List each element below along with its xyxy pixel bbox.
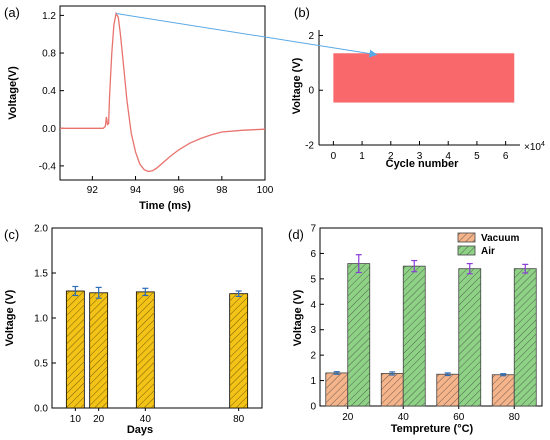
panel-b-xtick-label: 5	[474, 151, 480, 162]
panel-a-xtick-label: 92	[87, 185, 99, 196]
panel-c: (c) Days Voltage (V)	[4, 227, 263, 436]
panel-d-xtick-label: 60	[453, 412, 465, 423]
panel-a-xtick-label: 98	[216, 185, 228, 196]
panel-c-ytick-label: 2.0	[34, 224, 48, 235]
panel-b-ytick-label: 2	[308, 31, 314, 42]
panel-b-xtick-label: 4	[445, 151, 451, 162]
panel-c-ylabel: Voltage (V)	[4, 289, 16, 346]
legend-label-air: Air	[481, 246, 495, 257]
panel-c-xtick-label: 40	[140, 414, 152, 425]
panel-d-label: (d)	[288, 227, 304, 242]
legend-swatch-vacuum-hatch	[458, 233, 475, 242]
panel-c-xlabel: Days	[127, 424, 153, 436]
panel-c-bar-hatch	[136, 291, 155, 408]
panel-d-ytick-label: 1	[310, 376, 316, 387]
panel-d-ytick-label: 3	[310, 325, 316, 336]
panel-b-label: (b)	[294, 5, 310, 20]
panel-d: (d) Tempreture (°C) Voltage (V)	[288, 227, 543, 435]
panel-c-bar-hatch	[229, 293, 248, 408]
panel-d-legend: Vacuum Air	[457, 232, 519, 257]
panel-a-ytick-label: 1.2	[42, 11, 56, 22]
panel-c-label: (c)	[4, 227, 19, 242]
panel-c-ytick-label: 1.5	[34, 269, 48, 280]
panel-d-ylabel: Voltage (V)	[292, 289, 304, 346]
panel-b-ytick-label: -2	[305, 141, 314, 152]
panel-d-bar-vacuum-hatch	[492, 374, 515, 406]
panel-a-series-line	[60, 11, 266, 173]
panel-d-ytick-label: 7	[310, 224, 316, 235]
panel-a-ylabel: Voltage(V)	[7, 66, 19, 120]
panel-d-ytick-label: 5	[310, 274, 316, 285]
panel-c-ytick-label: 0.5	[34, 359, 48, 370]
panel-a-ytick-label: -0.4	[39, 161, 57, 172]
panel-d-bar-air-hatch	[347, 263, 370, 406]
panel-d-ytick-label: 4	[310, 300, 316, 311]
panel-a-xtick-label: 96	[173, 185, 185, 196]
panel-c-ytick-label: 1.0	[34, 314, 48, 325]
panel-d-xtick-label: 80	[509, 412, 521, 423]
legend-swatch-air-hatch	[458, 246, 475, 255]
panel-c-xtick-label: 80	[233, 414, 245, 425]
panel-d-bar-air-hatch	[403, 266, 426, 406]
panel-b-xtick-label: 3	[417, 151, 423, 162]
panel-b-ytick-label: 0	[308, 86, 314, 97]
panel-d-ytick-label: 2	[310, 351, 316, 362]
panel-a-xlabel: Time (ms)	[139, 200, 191, 212]
panel-a-ytick-label: 0.8	[42, 49, 56, 60]
panel-c-xtick-label: 10	[70, 414, 82, 425]
panel-b-ylabel: Voltage (V)	[291, 57, 303, 114]
panel-b-xtick-label: 1	[359, 151, 365, 162]
panel-a-xtick-label: 94	[130, 185, 142, 196]
panel-b-multiplier: ×104	[524, 141, 545, 153]
panel-a: (a) Time (ms) Voltage(V)	[4, 5, 266, 212]
panel-c-ytick-label: 0.0	[34, 404, 48, 415]
panel-d-ytick-label: 0	[310, 402, 316, 413]
panel-d-frame	[319, 227, 543, 407]
panel-d-bar-air-hatch	[458, 268, 481, 406]
panel-b-xtick-label: 2	[388, 151, 394, 162]
panel-a-ytick-label: 0.4	[42, 86, 56, 97]
panel-a-frame	[59, 5, 266, 181]
peak-connector-arrow	[116, 13, 378, 58]
panel-a-xtick-label: 100	[257, 185, 274, 196]
panel-d-bar-vacuum-hatch	[381, 373, 404, 406]
panel-b-xtick-label: 6	[503, 151, 509, 162]
panel-c-xtick-label: 20	[93, 414, 105, 425]
panel-b-xtick-label: 0	[331, 151, 337, 162]
panel-a-ytick-label: 0.0	[42, 124, 56, 135]
panel-a-label: (a)	[4, 5, 20, 20]
panel-d-bar-vacuum-hatch	[325, 372, 348, 406]
panel-d-xtick-label: 40	[398, 412, 410, 423]
panel-c-bar-hatch	[66, 291, 85, 408]
panel-b-voltage-band	[333, 53, 515, 103]
panel-d-bar-air-hatch	[514, 268, 537, 406]
panel-c-bar-hatch	[89, 292, 108, 408]
legend-label-vacuum: Vacuum	[481, 233, 519, 244]
panel-d-bar-vacuum-hatch	[436, 374, 459, 406]
panel-d-xlabel: Tempreture (°C)	[391, 423, 474, 435]
panel-b-xlabel: Cycle number	[386, 158, 459, 170]
panel-d-xtick-label: 20	[342, 412, 354, 423]
panel-d-ytick-label: 6	[310, 249, 316, 260]
